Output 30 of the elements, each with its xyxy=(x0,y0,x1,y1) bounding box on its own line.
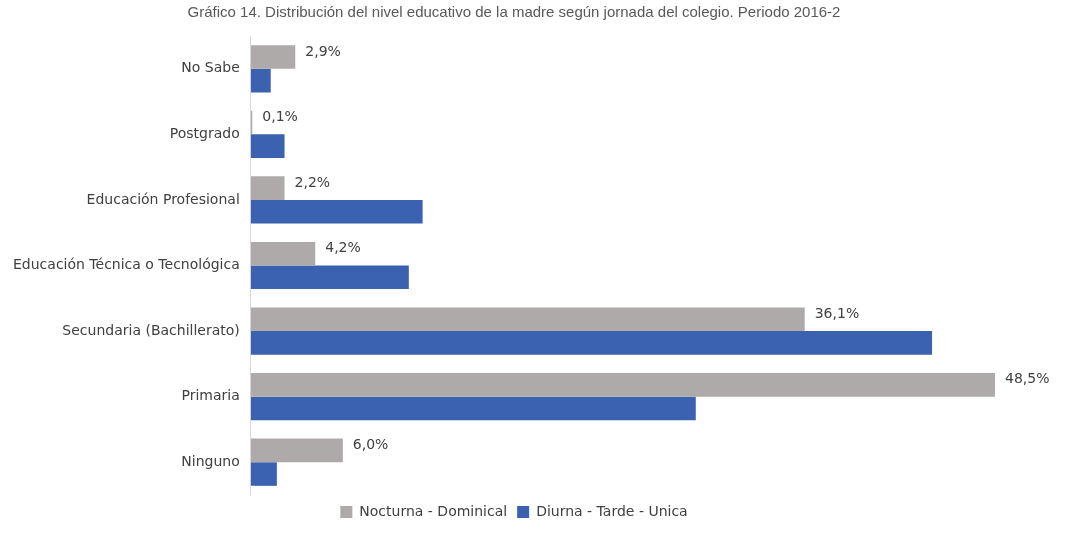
data-label: 36,1% xyxy=(814,304,860,321)
y-tick-label: Ninguno xyxy=(181,452,240,469)
bar xyxy=(250,373,995,397)
data-label: 4,2% xyxy=(325,239,361,256)
bar xyxy=(250,45,296,69)
bar xyxy=(250,68,271,93)
legend-label: Nocturna - Dominical xyxy=(359,502,508,519)
y-tick-label: No Sabe xyxy=(181,59,240,76)
bar xyxy=(250,307,805,332)
data-label: 0,1% xyxy=(262,108,298,125)
bar xyxy=(250,396,696,421)
bar xyxy=(250,438,343,463)
bar xyxy=(250,462,277,486)
data-label: 48,5% xyxy=(1004,370,1050,387)
bar xyxy=(250,265,409,290)
bar xyxy=(250,199,423,224)
y-tick-label: Educación Profesional xyxy=(86,190,240,207)
data-label: 2,9% xyxy=(305,42,341,59)
bar xyxy=(250,331,933,355)
bar xyxy=(250,241,316,266)
y-tick-label: Educación Técnica o Tecnológica xyxy=(12,256,240,273)
bar xyxy=(250,134,285,158)
data-label: 6,0% xyxy=(352,436,389,453)
bar xyxy=(250,176,285,200)
y-tick-label: Secundaria (Bachillerato) xyxy=(62,321,240,338)
legend-label: Diurna - Tarde - Unica xyxy=(536,502,688,519)
chart-title: Gráfico 14. Distribución del nivel educativo de la madre según jornada del colegio. Periodo 2016-2 xyxy=(187,3,841,21)
y-tick-label: Postgrado xyxy=(169,125,240,141)
y-tick-label: Primaria xyxy=(181,387,240,404)
data-label: 2,2% xyxy=(294,173,331,190)
